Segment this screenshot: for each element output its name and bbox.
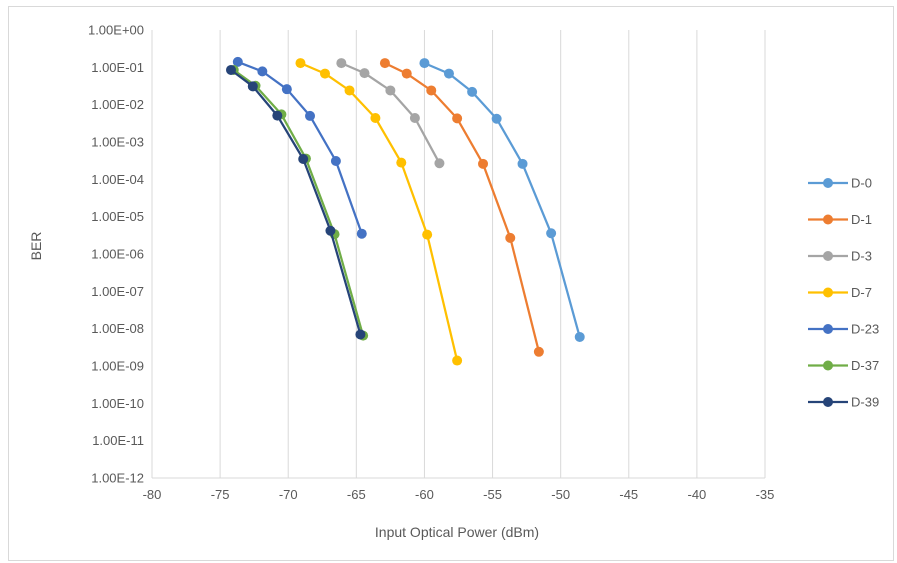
legend-marker-d-7 <box>823 287 833 298</box>
series-line-d-37 <box>233 69 365 337</box>
data-point-d-3 <box>336 58 347 69</box>
x-tick-label: -35 <box>756 487 775 502</box>
data-point-d-7 <box>320 68 331 79</box>
y-tick-label: 1.00E-11 <box>92 433 144 448</box>
data-point-d-1 <box>379 58 390 69</box>
data-point-d-23 <box>257 66 268 77</box>
series-line-d-0 <box>423 62 581 338</box>
legend-marker-d-39 <box>823 397 833 407</box>
data-point-d-1 <box>452 113 463 124</box>
data-point-d-39 <box>325 225 336 236</box>
y-tick-label: 1.00E-04 <box>91 172 144 187</box>
legend-label-d-1: D-1 <box>851 212 872 227</box>
data-point-d-7 <box>295 58 306 69</box>
y-tick-label: 1.00E-06 <box>91 247 144 262</box>
data-point-d-39 <box>355 329 366 340</box>
legend-label-d-37: D-37 <box>851 358 879 373</box>
data-point-d-23 <box>356 228 367 239</box>
y-tick-label: 1.00E-10 <box>91 396 144 411</box>
data-point-d-0 <box>574 331 585 342</box>
data-point-d-0 <box>419 58 430 69</box>
data-point-d-7 <box>422 229 433 240</box>
data-point-d-39 <box>226 64 237 75</box>
data-point-d-0 <box>467 86 478 97</box>
legend-marker-d-3 <box>823 251 833 261</box>
x-tick-label: -40 <box>687 487 706 502</box>
data-point-d-1 <box>533 346 544 357</box>
x-tick-label: -65 <box>347 487 366 502</box>
chart-frame <box>8 6 894 561</box>
data-point-d-3 <box>434 158 445 169</box>
y-tick-label: 1.00E-03 <box>91 135 144 150</box>
data-point-d-23 <box>330 155 341 166</box>
data-point-d-7 <box>344 85 355 96</box>
legend-label-d-39: D-39 <box>851 395 879 410</box>
y-axis-title: BER <box>28 232 44 261</box>
data-point-d-1 <box>505 232 516 243</box>
y-tick-label: 1.00E-02 <box>91 97 144 112</box>
y-tick-label: 1.00E+00 <box>88 23 144 38</box>
data-point-d-7 <box>396 157 407 168</box>
series-group <box>226 56 585 366</box>
y-tick-label: 1.00E-07 <box>91 284 144 299</box>
data-point-d-23 <box>305 110 316 121</box>
data-point-d-0 <box>517 158 528 169</box>
y-tick-label: 1.00E-01 <box>91 60 144 75</box>
data-point-d-39 <box>247 81 258 92</box>
series-line-d-39 <box>230 69 362 335</box>
x-tick-label: -70 <box>279 487 298 502</box>
legend-marker-d-1 <box>823 214 833 225</box>
legend-marker-d-23 <box>823 324 833 334</box>
legend-label-d-0: D-0 <box>851 176 872 191</box>
legend-label-d-7: D-7 <box>851 285 872 300</box>
data-point-d-39 <box>272 110 283 121</box>
x-axis-ticks: -80 -75 -70 -65 -60 -55 -50 -45 -40 -35 <box>143 487 775 502</box>
data-point-d-7 <box>452 355 463 366</box>
gridlines <box>151 30 766 479</box>
legend-label-d-3: D-3 <box>851 249 872 264</box>
data-point-d-23 <box>232 56 243 67</box>
x-tick-label: -60 <box>415 487 434 502</box>
data-point-d-0 <box>491 113 502 124</box>
data-point-d-0 <box>443 68 454 79</box>
legend-marker-d-37 <box>823 360 833 371</box>
series-line-d-1 <box>384 62 540 353</box>
data-point-d-39 <box>298 154 309 165</box>
legend-marker-d-0 <box>823 178 833 188</box>
y-tick-label: 1.00E-09 <box>91 359 144 374</box>
x-tick-label: -50 <box>551 487 570 502</box>
legend-label-d-23: D-23 <box>851 322 879 337</box>
legend: D-0 D-1 D-3 D-7 D-23 D-37 D-39 <box>808 176 879 410</box>
data-point-d-3 <box>385 85 396 96</box>
x-tick-label: -45 <box>619 487 638 502</box>
data-point-d-0 <box>546 228 557 239</box>
x-axis-title: Input Optical Power (dBm) <box>375 524 539 540</box>
data-point-d-3 <box>409 112 420 123</box>
y-axis-ticks: 1.00E+00 1.00E-01 1.00E-02 1.00E-03 1.00E-04… <box>88 23 144 486</box>
y-tick-label: 1.00E-08 <box>91 321 144 336</box>
x-tick-label: -75 <box>211 487 230 502</box>
y-tick-label: 1.00E-05 <box>91 209 144 224</box>
data-point-d-7 <box>370 112 381 123</box>
data-point-d-3 <box>359 68 370 79</box>
data-point-d-23 <box>281 84 292 95</box>
data-point-d-1 <box>426 85 437 96</box>
data-point-d-1 <box>401 68 412 79</box>
y-tick-label: 1.00E-12 <box>91 471 144 486</box>
x-tick-label: -80 <box>143 487 162 502</box>
data-point-d-1 <box>478 158 489 169</box>
x-tick-label: -55 <box>483 487 502 502</box>
